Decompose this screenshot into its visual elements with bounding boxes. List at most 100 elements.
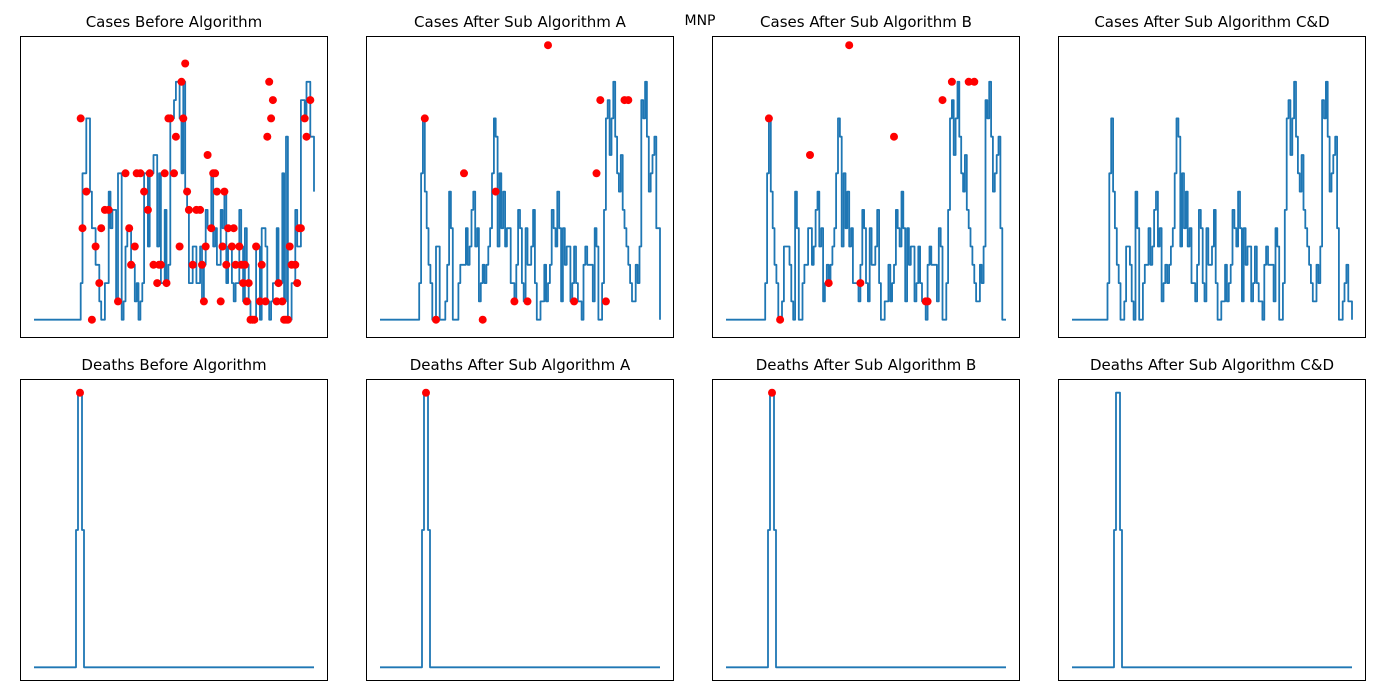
peak-marker: [145, 169, 154, 178]
peak-marker: [166, 114, 175, 123]
peak-marker: [136, 169, 145, 178]
subplot-title: Cases After Sub Algorithm A: [414, 13, 626, 31]
axes-frame: [20, 379, 328, 681]
peak-marker: [203, 151, 212, 159]
peak-marker: [227, 242, 236, 251]
peak-marker: [596, 96, 605, 105]
peak-marker: [422, 388, 430, 397]
peak-marker: [970, 77, 979, 86]
peak-marker: [252, 242, 261, 251]
plot-area: [712, 36, 1020, 338]
subplot-cases-4: Cases After Sub Algorithm C&D: [1058, 13, 1366, 338]
peak-marker: [601, 297, 610, 306]
subplot-deaths-1: Deaths Before Algorithm: [20, 356, 328, 681]
plot-area: [20, 36, 328, 338]
peak-marker: [856, 279, 865, 288]
plot-area: [1058, 36, 1366, 338]
peak-marker: [235, 242, 244, 251]
subplot-title: Cases Before Algorithm: [85, 13, 263, 31]
peak-marker: [285, 242, 294, 251]
peak-marker: [143, 205, 152, 214]
peak-marker: [76, 114, 85, 123]
series-line: [380, 80, 661, 321]
peak-marker: [291, 260, 300, 269]
subplot-deaths-3: Deaths After Sub Algorithm B: [712, 356, 1020, 681]
subplot-title: Cases After Sub Algorithm C&D: [1094, 13, 1330, 31]
peak-marker: [220, 187, 229, 196]
peak-marker: [776, 315, 785, 324]
peak-marker: [272, 297, 281, 306]
peak-marker: [283, 315, 292, 324]
peak-marker: [140, 187, 149, 196]
peak-marker: [268, 96, 277, 105]
peak-marker: [175, 242, 184, 251]
plot-area: [20, 379, 328, 681]
peak-marker: [171, 132, 180, 141]
peak-marker: [231, 260, 240, 269]
peak-marker: [244, 279, 253, 288]
subplot-cases-1: Cases Before Algorithm: [20, 13, 328, 338]
peak-marker: [239, 279, 248, 288]
plot-area: [366, 36, 674, 338]
axes-frame: [366, 36, 674, 338]
peak-marker: [121, 169, 130, 178]
peak-marker: [947, 77, 956, 86]
peak-marker: [218, 242, 227, 251]
peak-marker: [302, 132, 311, 141]
peak-marker: [127, 260, 136, 269]
peak-marker: [460, 169, 468, 178]
series-line: [1072, 391, 1352, 669]
peak-marker: [104, 205, 113, 214]
series-line: [726, 80, 1006, 321]
peak-marker: [82, 187, 91, 196]
peak-marker: [199, 297, 208, 306]
peak-marker: [179, 114, 188, 123]
peak-marker: [91, 242, 100, 251]
series-line: [34, 391, 314, 669]
peak-marker: [255, 297, 264, 306]
peak-marker: [261, 297, 270, 306]
peak-marker: [222, 260, 231, 269]
axes-frame: [712, 36, 1020, 338]
peak-marker: [592, 169, 601, 178]
peak-marker: [478, 315, 487, 324]
peak-marker: [267, 114, 276, 123]
peak-marker: [130, 242, 139, 251]
peak-marker: [153, 279, 162, 288]
subplot-title: Cases After Sub Algorithm B: [760, 13, 972, 31]
peak-marker: [97, 224, 106, 233]
subplot-title: Deaths After Sub Algorithm A: [409, 356, 631, 374]
peak-marker: [242, 297, 251, 306]
peak-marker: [207, 224, 216, 233]
peak-marker: [764, 114, 773, 123]
figure-suptitle: MNP: [684, 13, 716, 29]
axes-frame: [366, 379, 674, 681]
peak-marker: [160, 169, 169, 178]
peak-marker: [293, 279, 302, 288]
peak-marker: [306, 96, 315, 105]
peak-marker: [845, 41, 854, 50]
peak-marker: [196, 205, 205, 214]
peak-marker: [188, 260, 197, 269]
peak-marker: [250, 315, 259, 324]
peak-marker: [923, 297, 932, 306]
peak-marker: [510, 297, 519, 306]
peak-marker: [964, 77, 973, 86]
series-line: [380, 391, 660, 669]
peak-marker: [274, 279, 283, 288]
peak-marker: [76, 388, 84, 397]
axes-frame: [1058, 36, 1366, 338]
axes-frame: [712, 379, 1020, 681]
peak-marker: [544, 41, 552, 50]
subplot-title: Deaths Before Algorithm: [81, 356, 267, 374]
peak-marker: [523, 297, 532, 306]
peak-marker: [938, 96, 947, 105]
series-line: [726, 391, 1006, 669]
peak-marker: [177, 77, 186, 86]
peak-marker: [432, 315, 440, 324]
peak-marker: [156, 260, 165, 269]
peak-marker: [201, 242, 210, 251]
peak-marker: [224, 224, 233, 233]
peak-marker: [114, 297, 122, 306]
subplot-cases-2: Cases After Sub Algorithm A: [366, 13, 674, 338]
